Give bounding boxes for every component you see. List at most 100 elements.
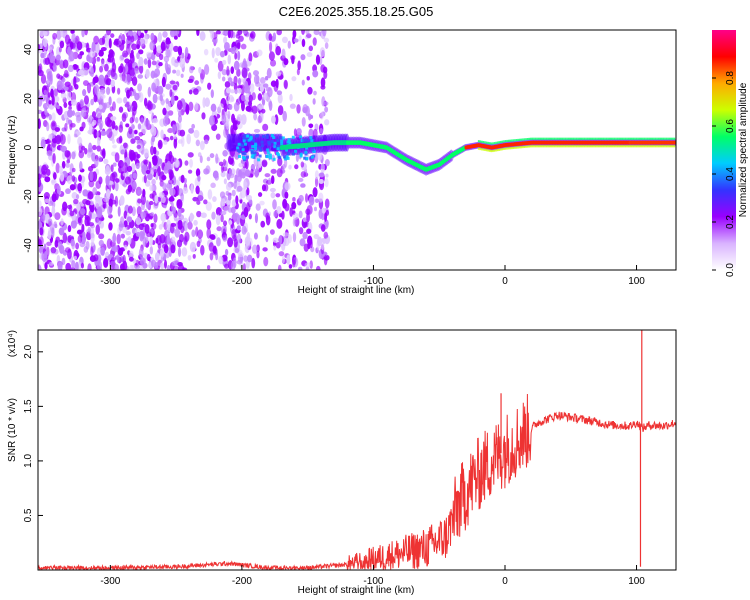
noise-speck: [241, 114, 247, 125]
noise-speck: [48, 100, 52, 105]
noise-speck: [125, 188, 131, 195]
snr-y-label: SNR (10 * v/v): [7, 398, 18, 462]
noise-speck: [304, 262, 311, 268]
noise-speck: [204, 97, 210, 107]
noise-speck: [168, 151, 173, 160]
snr-panel: -300 -200 -100 0 100 0.5 1.0 1.5 2.0 Height of …: [7, 329, 677, 596]
noise-speck: [208, 242, 214, 252]
noise-speck: [48, 104, 55, 110]
noise-speck: [215, 207, 222, 216]
ridge-band: [637, 145, 639, 148]
noise-speck: [47, 218, 53, 226]
noise-speck: [237, 50, 241, 61]
noise-speck: [230, 96, 235, 102]
ridge-band: [610, 145, 613, 148]
cluster-pixel: [302, 138, 306, 142]
noise-speck: [73, 76, 77, 88]
noise-speck: [167, 169, 174, 175]
noise-speck: [96, 130, 100, 138]
noise-speck: [306, 212, 310, 223]
noise-speck: [103, 158, 109, 165]
spectrogram-y-label: Frequency (Hz): [7, 116, 18, 185]
noise-speck: [81, 145, 86, 151]
noise-speck: [319, 47, 326, 58]
ridge-band: [612, 137, 614, 140]
noise-speck: [81, 30, 85, 38]
ridge-band: [632, 145, 635, 148]
noise-speck: [38, 246, 44, 254]
noise-speck: [100, 46, 107, 52]
noise-speck: [284, 191, 289, 199]
noise-speck: [90, 232, 95, 244]
noise-speck: [306, 52, 313, 58]
noise-speck: [161, 76, 166, 88]
noise-speck: [70, 99, 77, 106]
noise-speck: [131, 124, 135, 130]
ridge-band: [627, 137, 630, 140]
noise-speck: [256, 49, 263, 57]
noise-speck: [146, 253, 151, 262]
noise-speck: [132, 172, 138, 179]
noise-speck: [296, 68, 300, 76]
noise-speck: [114, 195, 119, 207]
noise-speck: [88, 56, 94, 64]
noise-speck: [303, 221, 309, 228]
noise-speck: [293, 128, 297, 137]
noise-speck: [189, 158, 193, 168]
noise-speck: [121, 113, 127, 123]
noise-speck: [38, 177, 42, 188]
ridge-band: [501, 148, 504, 151]
noise-speck: [81, 121, 86, 129]
ridge-band: [654, 145, 657, 148]
noise-speck: [240, 43, 247, 50]
noise-speck: [255, 203, 261, 211]
noise-speck: [139, 230, 144, 242]
noise-speck: [63, 102, 68, 108]
ridge-band: [586, 145, 589, 148]
noise-speck: [261, 159, 268, 168]
ridge-band: [567, 137, 570, 140]
noise-speck: [134, 92, 140, 101]
noise-speck: [191, 123, 196, 129]
noise-speck: [195, 226, 199, 237]
ridge-band: [496, 141, 499, 144]
noise-speck: [300, 171, 307, 178]
noise-speck: [127, 205, 133, 214]
noise-speck: [98, 239, 104, 247]
x-tick-label: -200: [232, 276, 252, 287]
noise-speck: [226, 87, 231, 94]
noise-speck: [234, 88, 238, 95]
noise-speck: [153, 213, 158, 223]
noise-speck: [43, 89, 48, 96]
ridge-band: [583, 137, 586, 140]
noise-speck: [185, 103, 190, 115]
ridge-band: [645, 145, 647, 148]
ridge-band: [621, 137, 624, 140]
noise-speck: [92, 76, 99, 84]
noise-speck: [152, 117, 159, 124]
noise-speck: [165, 83, 172, 90]
spectrogram-frame: [37, 29, 677, 271]
noise-speck: [323, 70, 328, 80]
noise-speck: [190, 183, 194, 194]
ridge-band: [602, 145, 605, 148]
ridge-band: [588, 137, 590, 140]
ridge-band: [631, 137, 633, 140]
noise-speck: [291, 76, 297, 82]
noise-speck: [44, 176, 51, 183]
noise-speck: [308, 45, 314, 52]
ridge-band: [482, 140, 485, 144]
noise-speck: [178, 214, 185, 221]
noise-speck: [248, 101, 253, 106]
noise-speck: [184, 160, 189, 166]
noise-speck: [86, 42, 90, 51]
colorbar-tick-label: 0.6: [725, 119, 736, 133]
noise-speck: [92, 119, 97, 126]
noise-speck: [276, 205, 282, 215]
noise-speck: [101, 35, 106, 45]
noise-speck: [137, 74, 144, 79]
noise-speck: [184, 231, 190, 242]
ridge-band: [520, 146, 523, 149]
noise-speck: [282, 198, 288, 209]
noise-speck: [153, 201, 159, 209]
